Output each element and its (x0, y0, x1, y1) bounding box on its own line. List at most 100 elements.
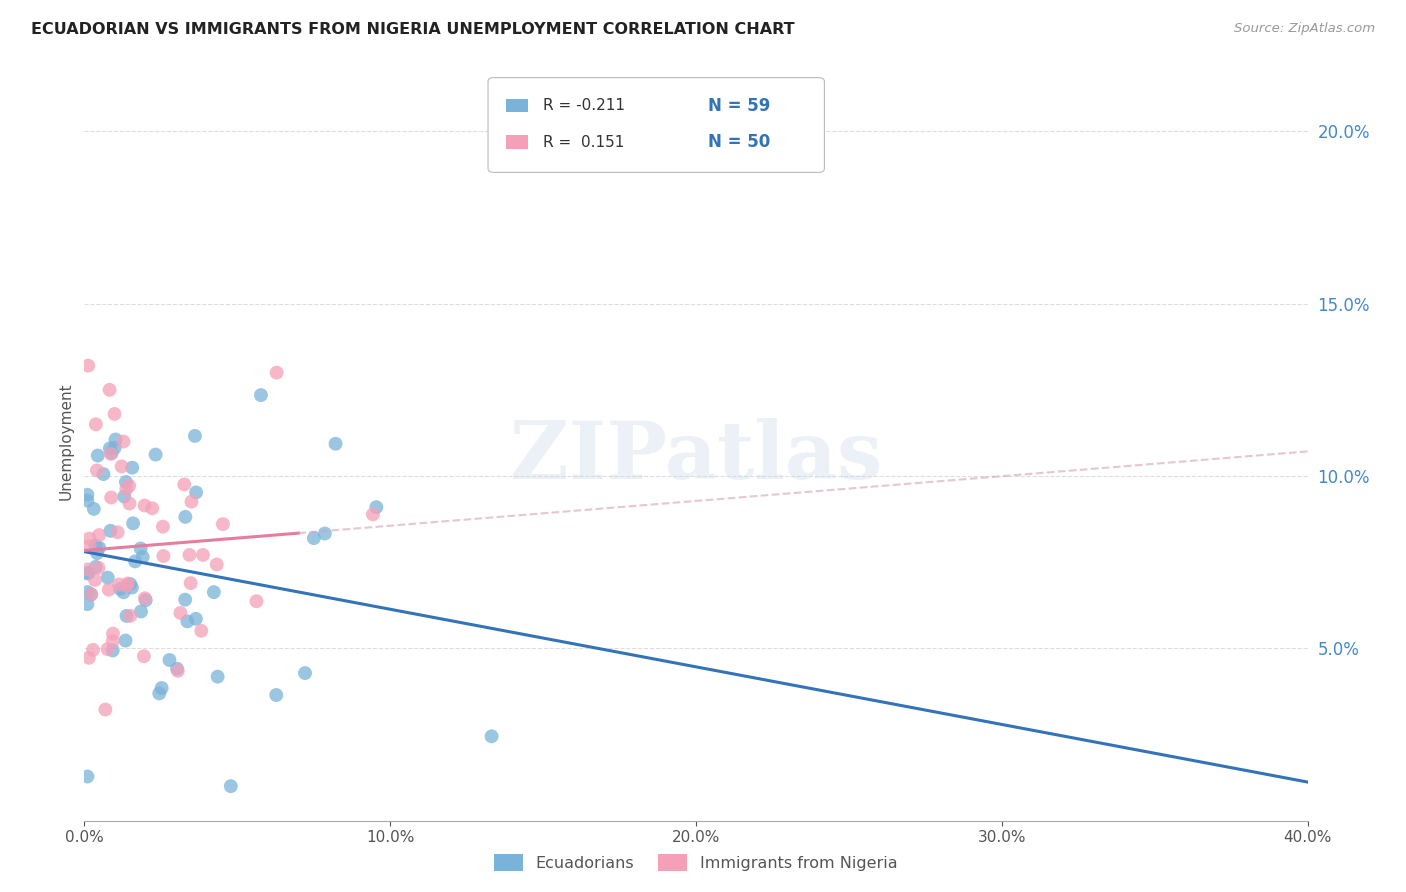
Point (104, 441, 127, 455)
Point (100, 524, 122, 538)
Point (76, 562, 98, 576)
Point (84, 417, 107, 432)
Point (84, 539, 107, 553)
Point (98, 383, 121, 397)
FancyBboxPatch shape (488, 78, 824, 172)
Point (118, 479, 141, 493)
Point (145, 448, 167, 462)
Point (76, 488, 98, 502)
Point (250, 388, 273, 402)
Point (108, 577, 131, 591)
Point (112, 490, 135, 504)
Point (179, 548, 201, 562)
Point (97, 571, 120, 585)
Point (97, 642, 120, 657)
Point (325, 436, 347, 450)
Point (173, 477, 195, 491)
Point (191, 548, 214, 562)
Point (80, 587, 103, 601)
Point (80, 587, 103, 601)
Point (83, 502, 105, 516)
Point (89, 528, 111, 542)
Point (115, 608, 138, 623)
Point (180, 494, 202, 508)
Point (190, 624, 212, 638)
Point (115, 579, 138, 593)
Point (82, 642, 104, 657)
Point (117, 576, 139, 591)
Point (294, 666, 316, 681)
Point (150, 681, 173, 695)
Point (108, 582, 131, 596)
Point (207, 670, 229, 684)
Text: ECUADORIAN VS IMMIGRANTS FROM NIGERIA UNEMPLOYMENT CORRELATION CHART: ECUADORIAN VS IMMIGRANTS FROM NIGERIA UN… (31, 22, 794, 37)
Point (100, 447, 122, 461)
Point (152, 549, 174, 563)
Point (76, 597, 98, 611)
Point (84, 559, 107, 574)
Point (166, 662, 188, 676)
Point (76, 770, 98, 784)
Text: N = 59: N = 59 (709, 96, 770, 115)
Point (366, 500, 388, 515)
Point (93, 467, 115, 481)
Text: R = -0.211: R = -0.211 (543, 98, 626, 113)
Point (79, 532, 101, 546)
Point (94, 702, 117, 716)
Point (166, 664, 188, 678)
Point (180, 576, 202, 591)
Point (141, 501, 163, 516)
Point (264, 688, 287, 702)
Point (76, 585, 98, 599)
Point (121, 581, 143, 595)
Point (76, 566, 98, 581)
Point (77, 650, 100, 665)
Text: R =  0.151: R = 0.151 (543, 135, 624, 150)
Point (118, 497, 141, 511)
Point (76, 493, 98, 508)
Point (184, 485, 207, 500)
Y-axis label: Unemployment: Unemployment (58, 383, 73, 500)
Point (103, 407, 125, 421)
Point (101, 634, 124, 648)
Point (107, 525, 129, 540)
Point (120, 577, 142, 591)
Point (169, 606, 191, 620)
Point (84, 573, 107, 587)
Point (112, 585, 135, 599)
Text: N = 50: N = 50 (709, 133, 770, 151)
Point (205, 558, 228, 572)
Point (79, 539, 101, 553)
Point (184, 429, 207, 443)
Point (110, 459, 132, 474)
Point (314, 526, 336, 541)
Point (87, 561, 110, 575)
Point (159, 653, 181, 667)
Point (132, 649, 155, 664)
FancyBboxPatch shape (506, 136, 529, 149)
Point (245, 594, 267, 608)
Point (120, 608, 142, 623)
Point (266, 366, 288, 380)
Point (361, 508, 384, 522)
Point (115, 482, 138, 496)
Point (86, 546, 108, 560)
Text: ZIPatlas: ZIPatlas (510, 417, 882, 496)
Point (77, 566, 100, 580)
Point (152, 519, 174, 533)
Point (302, 531, 325, 545)
Point (481, 729, 503, 743)
Point (86, 463, 108, 477)
Point (174, 509, 197, 524)
Point (135, 593, 157, 607)
Point (87, 449, 110, 463)
Point (148, 686, 170, 700)
Point (101, 643, 124, 657)
Point (212, 517, 235, 532)
Point (134, 499, 156, 513)
Point (131, 549, 153, 564)
Point (101, 626, 124, 640)
Point (176, 615, 198, 629)
Point (89, 541, 111, 555)
Point (129, 541, 152, 556)
